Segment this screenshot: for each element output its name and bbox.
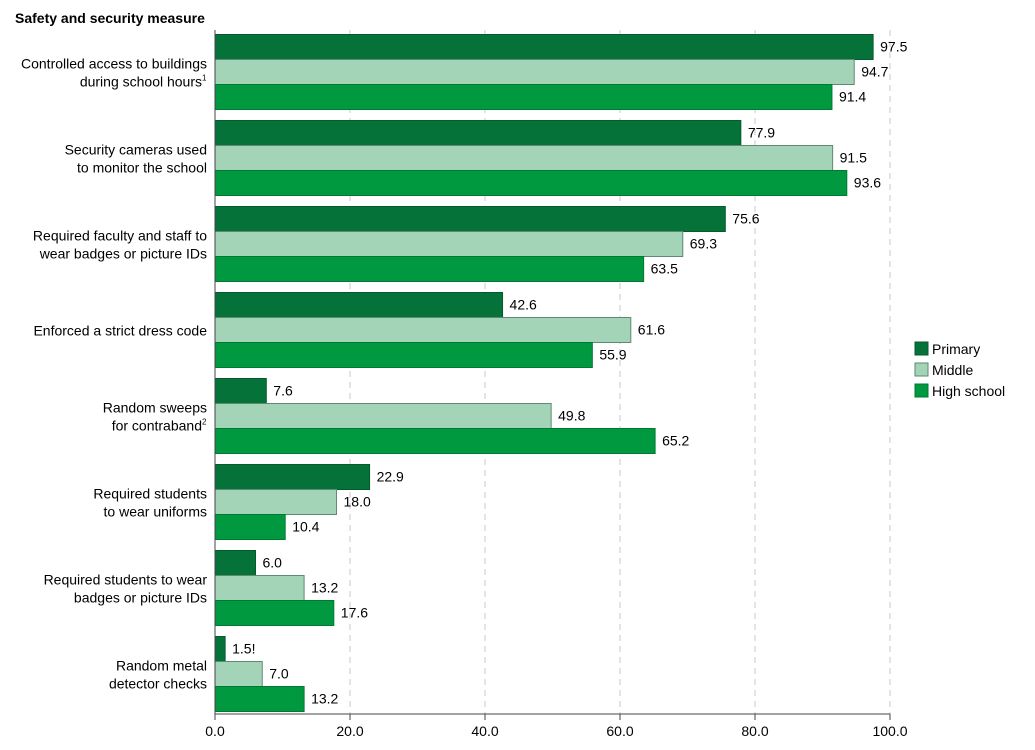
bar-high-school (214, 514, 286, 540)
data-label: 13.2 (311, 691, 338, 707)
x-tick-label: 0.0 (205, 723, 225, 739)
category-label: detector checks (109, 676, 207, 692)
bar-middle (214, 145, 834, 171)
legend-label: High school (932, 383, 1005, 399)
legend-label: Primary (932, 341, 980, 357)
category-label: Random sweeps (103, 400, 207, 416)
data-label: 91.5 (840, 150, 867, 166)
bar-high-school (214, 170, 848, 196)
x-tick-label: 80.0 (741, 723, 768, 739)
category-label: Controlled access to buildings (21, 56, 207, 72)
data-label: 10.4 (292, 519, 319, 535)
data-label: 93.6 (854, 175, 881, 191)
category-label: Random metal (116, 658, 207, 674)
data-label: 18.0 (344, 494, 371, 510)
legend-swatch (914, 341, 929, 356)
bar-middle (214, 661, 263, 687)
data-label: 7.0 (269, 666, 289, 682)
bar-primary (214, 636, 226, 662)
bar-primary (214, 120, 742, 146)
category-label: Required students (93, 486, 207, 502)
bar-high-school (214, 342, 593, 368)
category-label: badges or picture IDs (74, 590, 207, 606)
bar-primary (214, 206, 726, 232)
bar-middle (214, 231, 684, 257)
data-label: 65.2 (662, 433, 689, 449)
bar-middle (214, 575, 305, 601)
data-label: 94.7 (861, 64, 888, 80)
bar-primary (214, 34, 874, 60)
data-label: 1.5! (232, 641, 255, 657)
x-tick-label: 40.0 (471, 723, 498, 739)
chart-title: Safety and security measure (15, 10, 205, 26)
data-label: 61.6 (638, 322, 665, 338)
legend-label: Middle (932, 362, 973, 378)
category-label: for contraband (112, 418, 202, 434)
footnote-marker: 1 (202, 74, 207, 83)
data-label: 6.0 (263, 555, 283, 571)
data-label: 7.6 (273, 383, 293, 399)
bar-middle (214, 403, 552, 429)
data-label: 91.4 (839, 89, 866, 105)
footnote-marker: 2 (202, 418, 207, 427)
category-label: wear badges or picture IDs (39, 246, 207, 262)
x-tick-label: 20.0 (336, 723, 363, 739)
data-label: 13.2 (311, 580, 338, 596)
legend-swatch (914, 383, 929, 398)
data-label: 22.9 (377, 469, 404, 485)
category-label: Enforced a strict dress code (33, 323, 207, 339)
data-label: 69.3 (690, 236, 717, 252)
data-label: 75.6 (732, 211, 759, 227)
bar-primary (214, 464, 371, 490)
category-label: to wear uniforms (104, 504, 207, 520)
legend-swatch (914, 362, 929, 377)
category-label: Required students to wear (44, 572, 208, 588)
bar-high-school (214, 84, 833, 110)
data-label: 49.8 (558, 408, 585, 424)
category-label: Required faculty and staff to (33, 228, 207, 244)
bar-primary (214, 378, 267, 404)
bar-high-school (214, 256, 645, 282)
category-label: Security cameras used (65, 142, 207, 158)
x-tick-label: 60.0 (606, 723, 633, 739)
bar-primary (214, 550, 256, 576)
bar-high-school (214, 600, 335, 626)
bar-middle (214, 59, 855, 85)
data-label: 63.5 (651, 261, 678, 277)
category-label: to monitor the school (77, 160, 207, 176)
x-tick-label: 100.0 (872, 723, 907, 739)
bar-high-school (214, 428, 656, 454)
data-label: 77.9 (748, 125, 775, 141)
data-label: 55.9 (599, 347, 626, 363)
bar-middle (214, 489, 337, 515)
bar-middle (214, 317, 632, 343)
data-label: 97.5 (880, 39, 907, 55)
bar-high-school (214, 686, 305, 712)
data-label: 17.6 (341, 605, 368, 621)
category-label: during school hours (80, 74, 202, 90)
data-label: 42.6 (510, 297, 537, 313)
bar-primary (214, 292, 504, 318)
